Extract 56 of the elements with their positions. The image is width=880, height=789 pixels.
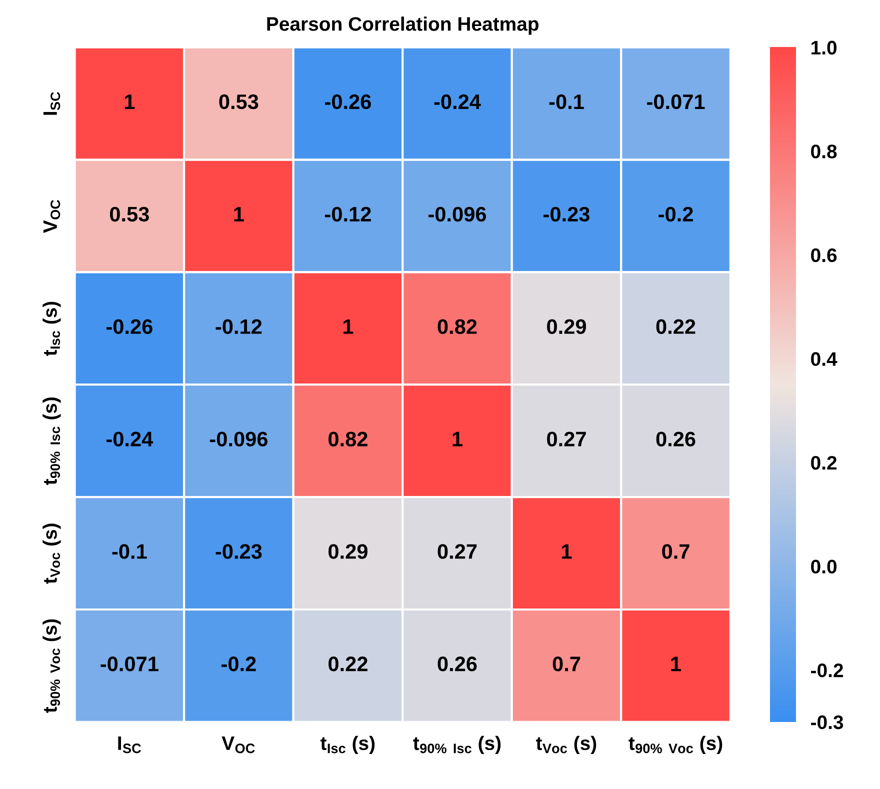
data-label: 0.22 — [656, 319, 696, 334]
y-tick-label: t$_{90% Isc}$ (s) — [42, 398, 61, 485]
color-bar-label: 0.6 — [811, 248, 837, 262]
data-label: -0.12 — [325, 206, 371, 222]
data-label: -0.1 — [112, 544, 147, 559]
data-label: 1 — [124, 94, 135, 109]
data-label: 1 — [562, 544, 572, 559]
data-label: 0.53 — [219, 94, 258, 110]
y-tick-label: t$_{Isc}$ (s) — [42, 302, 61, 356]
data-label: -0.071 — [647, 94, 705, 110]
color-bar-label: -0.2 — [811, 664, 844, 678]
color-bar-label: -0.3 — [811, 715, 844, 730]
data-label: 1 — [671, 656, 681, 672]
data-label: 0.29 — [547, 319, 586, 334]
data-label: 0.27 — [438, 544, 477, 559]
data-label: 1 — [343, 319, 354, 334]
data-label: 0.7 — [662, 544, 690, 559]
data-label: -0.1 — [549, 94, 584, 110]
data-label: -0.096 — [210, 432, 268, 446]
data-label: 0.7 — [552, 656, 580, 672]
x-tick-label: t$_{90% Isc}$ (s) — [413, 736, 501, 754]
x-tick-label: t$_{90% Voc}$ (s) — [628, 736, 722, 754]
color-bar-label: 1.0 — [812, 40, 837, 55]
data-label: -0.23 — [544, 206, 590, 222]
color-bar-label: 0.0 — [811, 560, 837, 574]
data-label: -0.2 — [222, 656, 256, 672]
data-label: -0.24 — [434, 94, 481, 110]
data-label: 0.26 — [438, 656, 477, 672]
y-tick-label: V$_{OC}$ — [43, 200, 60, 233]
data-label: -0.26 — [325, 94, 371, 110]
data-label: 0.53 — [110, 206, 149, 222]
data-label: -0.071 — [100, 656, 158, 672]
data-label: 1 — [452, 432, 462, 446]
color-bar-label: 0.2 — [811, 456, 837, 470]
chart-title: Pearson Correlation Heatmap — [267, 16, 538, 35]
y-tick-label: I$_{SC}$ — [43, 92, 60, 115]
data-label: 0.26 — [656, 432, 696, 446]
data-label: 0.22 — [328, 656, 368, 672]
data-label: 0.29 — [328, 544, 368, 559]
y-tick-label: t$_{Voc}$ (s) — [42, 524, 61, 584]
data-label: 1 — [234, 207, 244, 222]
data-label: 0.82 — [328, 432, 368, 446]
data-label: 0.27 — [547, 432, 586, 446]
x-tick-label: t$_{Voc}$ (s) — [536, 736, 596, 754]
data-label: -0.2 — [658, 206, 693, 222]
data-label: -0.24 — [106, 432, 154, 446]
data-label: 0.82 — [438, 319, 477, 334]
data-label: -0.12 — [216, 319, 262, 334]
x-tick-label: I$_{SC}$ — [118, 736, 142, 754]
data-label: -0.096 — [428, 206, 486, 222]
data-label: -0.23 — [216, 544, 262, 559]
data-label: -0.26 — [106, 319, 152, 334]
color-bar-label: 0.4 — [811, 352, 838, 366]
color-bar-label: 0.8 — [811, 144, 837, 158]
x-tick-label: t$_{Isc}$ (s) — [320, 736, 375, 754]
x-tick-label: V$_{OC}$ — [222, 736, 255, 754]
